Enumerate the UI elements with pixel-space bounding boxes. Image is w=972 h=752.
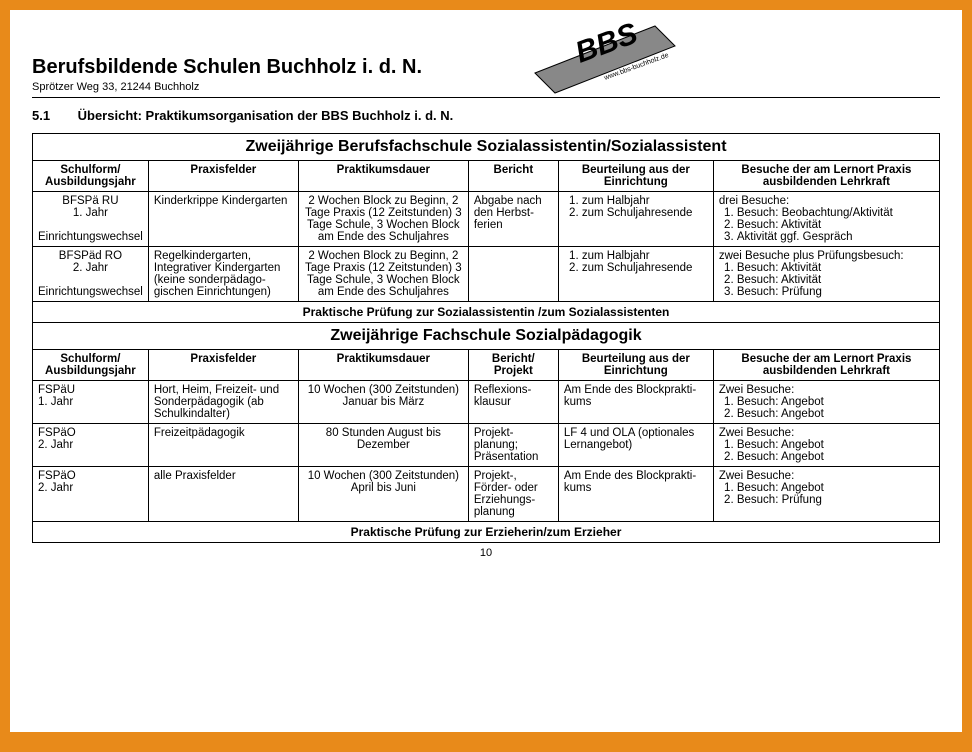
table-row: FSPäO2. Jahr Freizeitpädagogik 80 Stunde… [33,424,940,467]
cell: drei Besuche: Besuch: Beobachtung/Aktivi… [713,192,939,247]
cell: FSPäO2. Jahr [33,424,149,467]
cell: LF 4 und OLA (optionales Lernangebot) [558,424,713,467]
cell: Abgabe nach den Herbst­ferien [468,192,558,247]
subband-1: Praktische Prüfung zur Sozialassistentin… [33,302,940,323]
cell: 2 Wochen Block zu Beginn, 2 Tage Praxis … [298,247,468,302]
cell: zwei Besuche plus Prüfungsbesuch: Besuch… [713,247,939,302]
cell: 2 Wochen Block zu Beginn, 2 Tage Praxis … [298,192,468,247]
cell: Kinderkrippe Kindergarten [148,192,298,247]
th: Besuche der am Lernort Praxis ausbildend… [713,161,939,192]
table-row: BFSPäd RO 2. Jahr Einrichtungswechsel Re… [33,247,940,302]
table-row: BFSPä RU 1. Jahr Einrichtungswechsel Kin… [33,192,940,247]
school-address: Sprötzer Weg 33, 21244 Buchholz [32,81,940,93]
page-number: 10 [32,547,940,559]
cell: Reflexions­klausur [468,381,558,424]
cell: FSPäO2. Jahr [33,467,149,522]
th: Schulform/ Ausbildungsjahr [33,350,149,381]
document-page: Berufsbildende Schulen Buchholz i. d. N.… [10,10,962,732]
cell: alle Praxisfelder [148,467,298,522]
cell: FSPäU1. Jahr [33,381,149,424]
header: Berufsbildende Schulen Buchholz i. d. N.… [32,24,940,93]
band-2: Zweijährige Fachschule Sozialpädagogik [33,323,940,350]
cell: zum Halbjahr zum Schuljahresende [558,192,713,247]
table-row: FSPäO2. Jahr alle Praxisfelder 10 Wochen… [33,467,940,522]
section-heading: 5.1 Übersicht: Praktikumsorganisation de… [32,108,940,123]
th: Bericht/ Projekt [468,350,558,381]
praktikum-table: Zweijährige Berufsfachschule Sozialassis… [32,133,940,543]
bbs-logo: BBS www.bbs-buchholz.de [510,18,680,98]
cell: 10 Wochen (300 Zeitstunden) Januar bis M… [298,381,468,424]
th: Beurteilung aus der Einrichtung [558,350,713,381]
th: Beurteilung aus der Einrichtung [558,161,713,192]
th: Besuche der am Lernort Praxis ausbildend… [713,350,939,381]
cell: Hort, Heim, Freizeit- und Sonderpädagogi… [148,381,298,424]
band-1: Zweijährige Berufsfachschule Sozialassis… [33,134,940,161]
header-row-2: Schulform/ Ausbildungsjahr Praxisfelder … [33,350,940,381]
cell: 80 Stunden August bis Dezember [298,424,468,467]
th: Bericht [468,161,558,192]
cell: Zwei Besuche: Besuch: AngebotBesuch: Prü… [713,467,939,522]
cell: BFSPäd RO 2. Jahr Einrichtungswechsel [33,247,149,302]
cell: zum Halbjahr zum Schuljahresende [558,247,713,302]
cell: Projekt­planung; Präsentation [468,424,558,467]
cell: Freizeitpädagogik [148,424,298,467]
subband-2: Praktische Prüfung zur Erzieherin/zum Er… [33,522,940,543]
th: Praktikumsdauer [298,350,468,381]
section-number: 5.1 [32,108,74,123]
th: Praxisfelder [148,161,298,192]
cell: Zwei Besuche: Besuch: AngebotBesuch: Ang… [713,424,939,467]
cell: Regelkindergarten, Integrativer Kinderga… [148,247,298,302]
school-title: Berufsbildende Schulen Buchholz i. d. N. [32,24,940,79]
th: Schulform/ Ausbildungsjahr [33,161,149,192]
header-rule [32,97,940,98]
cell [468,247,558,302]
section-title: Übersicht: Praktikumsorganisation der BB… [78,108,454,123]
th: Praxisfelder [148,350,298,381]
th: Praktikumsdauer [298,161,468,192]
table-row: FSPäU1. Jahr Hort, Heim, Freizeit- und S… [33,381,940,424]
cell: Zwei Besuche: Besuch: AngebotBesuch: Ang… [713,381,939,424]
cell: Am Ende des Blockprakti­kums [558,467,713,522]
cell: Projekt-, Förder- oder Erziehungs­planun… [468,467,558,522]
header-row-1: Schulform/ Ausbildungsjahr Praxisfelder … [33,161,940,192]
cell: Am Ende des Blockprakti­kums [558,381,713,424]
cell: BFSPä RU 1. Jahr Einrichtungswechsel [33,192,149,247]
cell: 10 Wochen (300 Zeitstunden) April bis Ju… [298,467,468,522]
